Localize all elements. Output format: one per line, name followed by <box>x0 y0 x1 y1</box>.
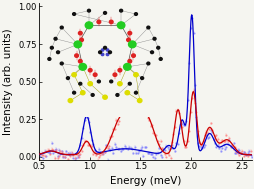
Y-axis label: Intensity (arb. units): Intensity (arb. units) <box>3 28 13 135</box>
X-axis label: Energy (meV): Energy (meV) <box>109 176 181 186</box>
